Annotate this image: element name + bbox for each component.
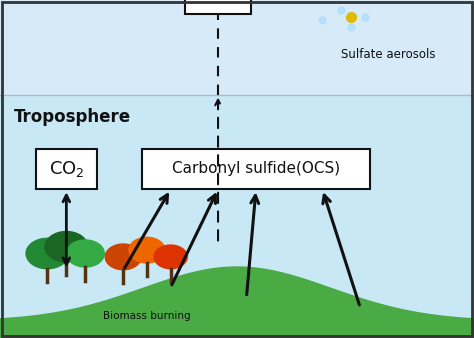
- Circle shape: [154, 245, 187, 269]
- Text: CO$_2$: CO$_2$: [48, 159, 84, 179]
- Circle shape: [45, 232, 88, 262]
- Bar: [185, 0, 251, 14]
- Bar: [142, 149, 370, 189]
- Bar: [0, 95, 474, 338]
- Text: Carbonyl sulfide(OCS): Carbonyl sulfide(OCS): [172, 162, 340, 176]
- Circle shape: [105, 244, 141, 270]
- Circle shape: [129, 237, 165, 263]
- Text: Biomass burning: Biomass burning: [103, 311, 191, 321]
- Bar: [36, 149, 97, 189]
- Circle shape: [66, 240, 104, 267]
- Circle shape: [26, 238, 69, 269]
- Bar: [0, 0, 474, 95]
- Text: Sulfate aerosols: Sulfate aerosols: [341, 48, 436, 61]
- Text: Troposphere: Troposphere: [14, 108, 131, 126]
